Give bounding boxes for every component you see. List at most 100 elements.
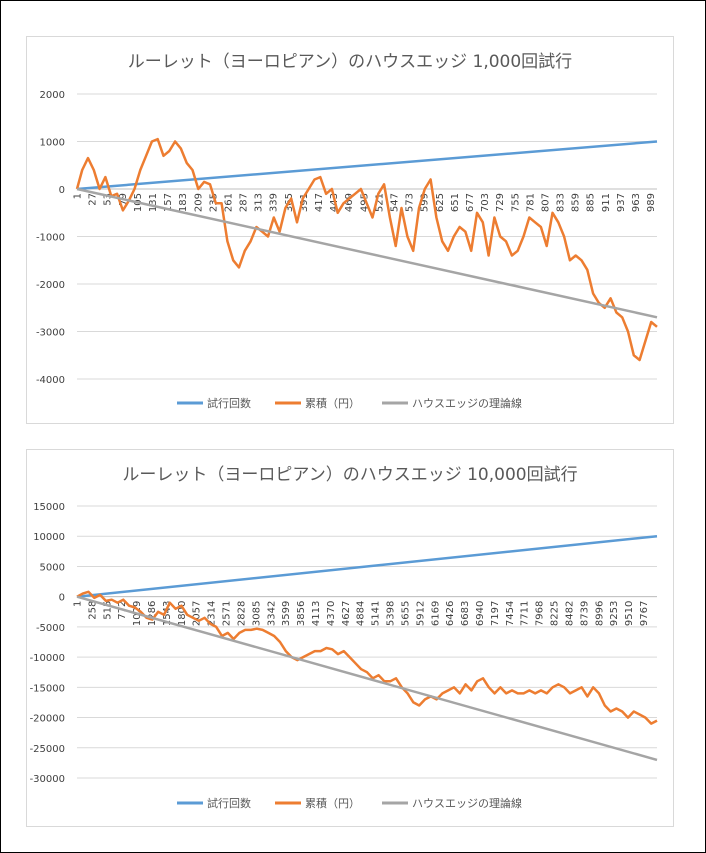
legend-label: ハウスエッジの理論線	[412, 396, 522, 410]
x-tick-label: 5398	[386, 601, 397, 626]
legend-label: 累積（円）	[305, 396, 360, 410]
x-tick-label: 4113	[311, 601, 322, 626]
x-tick-label: 157	[163, 193, 174, 212]
x-tick-label: 885	[586, 193, 597, 212]
y-tick-label: -30000	[30, 774, 65, 785]
x-tick-label: 2314	[207, 601, 218, 626]
x-tick-label: 859	[571, 193, 582, 212]
cumulative-line	[75, 137, 658, 362]
x-tick-label: 599	[420, 193, 431, 212]
y-tick-label: 10000	[33, 532, 65, 543]
x-tick-label: 4884	[356, 601, 367, 626]
y-tick-label: -20000	[30, 714, 65, 725]
x-tick-label: 515	[102, 601, 113, 620]
house-edge-theory-line	[76, 595, 658, 762]
trials-line	[76, 140, 658, 191]
x-tick-label: 7711	[520, 601, 531, 626]
x-tick-label: 9767	[639, 601, 650, 626]
x-tick-label: 495	[359, 193, 370, 212]
x-tick-label: 417	[314, 193, 325, 212]
y-tick-label: -1000	[36, 233, 65, 244]
x-tick-label: 183	[178, 193, 189, 212]
y-tick-label: -4000	[36, 375, 65, 386]
x-tick-label: 8739	[579, 601, 590, 626]
y-tick-label: -10000	[30, 653, 65, 664]
x-tick-label: 3342	[266, 601, 277, 626]
x-tick-label: 8996	[594, 601, 605, 626]
chart-panel-1000: ルーレット（ヨーロピアン）のハウスエッジ 1,000回試行 2000 1000 0 -1…	[26, 36, 674, 424]
x-tick-label: 989	[646, 193, 657, 212]
x-tick-label: 6426	[445, 601, 456, 626]
x-tick-label: 3856	[296, 601, 307, 626]
x-tick-label: 131	[148, 193, 159, 212]
x-tick-label: 755	[510, 193, 521, 212]
x-tick-label: 911	[601, 193, 612, 212]
legend-label: 試行回数	[207, 796, 251, 810]
x-tick-label: 781	[525, 193, 536, 212]
x-tick-label: 9253	[609, 601, 620, 626]
x-tick-label: 7454	[505, 601, 516, 626]
cumulative-line	[76, 590, 658, 725]
y-tick-label: 0	[59, 593, 65, 604]
y-tick-label: -25000	[30, 744, 65, 755]
x-tick-label: 729	[495, 193, 506, 212]
x-tick-label: 209	[193, 193, 204, 212]
x-tick-label: 521	[374, 193, 385, 212]
x-tick-label: 235	[208, 193, 219, 212]
x-tick-label: 313	[254, 193, 265, 212]
x-tick-label: 625	[435, 193, 446, 212]
legend-label: ハウスエッジの理論線	[412, 796, 522, 810]
house-edge-theory-line	[76, 187, 658, 319]
chart-10000-svg: ルーレット（ヨーロピアン）のハウスエッジ 10,000回試行1500010000…	[30, 465, 658, 810]
x-tick-label: 4370	[326, 601, 337, 626]
x-tick-label: 651	[450, 193, 461, 212]
y-tick-label: -3000	[36, 328, 65, 339]
y-tick-label: -2000	[36, 280, 65, 291]
x-tick-label: 963	[631, 193, 642, 212]
x-tick-label: 833	[556, 193, 567, 212]
legend-label: 累積（円）	[305, 796, 360, 810]
x-tick-label: 7197	[490, 601, 501, 626]
y-tick-label: -5000	[36, 623, 65, 634]
y-tick-label: 1000	[40, 138, 65, 149]
chart-title: ルーレット（ヨーロピアン）のハウスエッジ 10,000回試行	[122, 465, 577, 485]
x-tick-label: 8482	[564, 601, 575, 626]
x-tick-label: 258	[87, 601, 98, 620]
chart-title: ルーレット（ヨーロピアン）のハウスエッジ 1,000回試行	[128, 52, 572, 72]
legend-label: 試行回数	[207, 396, 251, 410]
x-tick-label: 391	[299, 193, 310, 212]
x-tick-label: 9510	[624, 601, 635, 626]
y-tick-label: 2000	[40, 90, 65, 101]
chart-1000-svg: ルーレット（ヨーロピアン）のハウスエッジ 1,000回試行 2000 1000 0 -1…	[36, 52, 658, 410]
x-tick-label: 5655	[400, 601, 411, 626]
x-tick-label: 5912	[415, 601, 426, 626]
x-tick-label: 6683	[460, 601, 471, 626]
y-tick-label: 15000	[33, 502, 65, 513]
trials-line	[76, 534, 658, 598]
x-tick-label: 6940	[475, 601, 486, 626]
x-tick-label: 53	[103, 193, 114, 206]
x-tick-label: 3085	[251, 601, 262, 626]
chart-panel-10000: ルーレット（ヨーロピアン）のハウスエッジ 10,000回試行 15000 10000…	[26, 449, 674, 827]
x-tick-label: 5141	[371, 601, 382, 626]
x-tick-label: 287	[239, 193, 250, 212]
x-tick-label: 339	[269, 193, 280, 212]
x-tick-label: 937	[616, 193, 627, 212]
x-tick-label: 261	[223, 193, 234, 212]
y-tick-label: 0	[59, 185, 65, 196]
x-tick-label: 8225	[550, 601, 561, 626]
y-tick-label: 5000	[40, 562, 65, 573]
x-tick-label: 6169	[430, 601, 441, 626]
x-tick-label: 27	[88, 193, 99, 206]
x-tick-label: 1286	[147, 601, 158, 626]
x-tick-label: 1	[73, 601, 84, 607]
x-tick-label: 7968	[535, 601, 546, 626]
x-tick-label: 677	[465, 193, 476, 212]
x-tick-label: 3599	[281, 601, 292, 626]
x-tick-label: 807	[540, 193, 551, 212]
x-tick-label: 703	[480, 193, 491, 212]
x-tick-label: 1800	[177, 601, 188, 626]
x-tick-label: 573	[405, 193, 416, 212]
x-tick-label: 2571	[222, 601, 233, 626]
x-tick-label: 4627	[341, 601, 352, 626]
